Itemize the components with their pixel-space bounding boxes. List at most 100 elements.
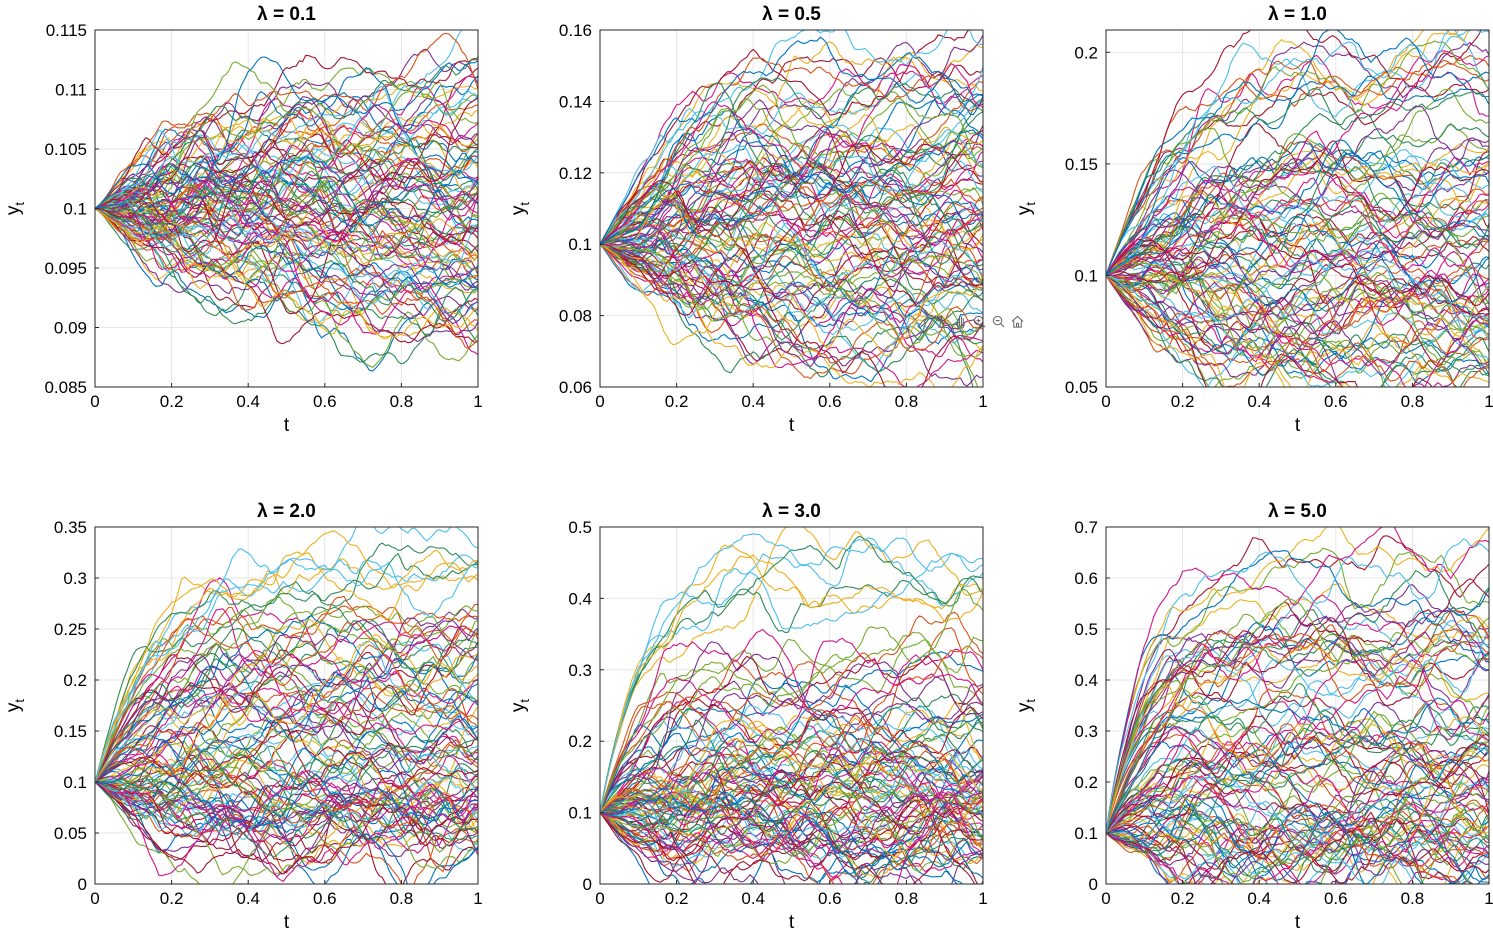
- series-line-46: [95, 652, 478, 783]
- series-line-79: [600, 750, 983, 814]
- series-line-97: [1106, 811, 1489, 884]
- axes-box: [599, 526, 984, 885]
- series-line-78: [600, 744, 983, 830]
- series-line-98: [95, 176, 478, 243]
- y-tick-label: 0.1: [63, 200, 87, 219]
- zoom-in-icon[interactable]: [970, 312, 988, 330]
- series-line-95: [1106, 248, 1489, 351]
- series-line-95: [600, 588, 983, 813]
- series-line-61: [1106, 617, 1489, 834]
- series-line-59: [1106, 179, 1489, 305]
- y-tick-label: 0.1: [1074, 266, 1098, 285]
- y-axis-label-sub: t: [517, 699, 532, 703]
- series-line-56: [1106, 742, 1489, 839]
- y-tick-label: 0.7: [1074, 518, 1098, 537]
- x-tick-label: 0.4: [236, 889, 260, 908]
- series-line-56: [95, 690, 478, 783]
- subplot-2: 0 0.2 0.4 0.6 0.8 1 0.06 0.08 0.1 0.12 0.14 0.16 λ =…: [508, 4, 988, 436]
- series-line-48: [95, 551, 478, 783]
- series-line-55: [95, 714, 478, 797]
- series-line-52: [1106, 817, 1489, 884]
- series-line-96: [600, 222, 983, 288]
- series-line-77: [600, 98, 983, 245]
- series-line-98: [600, 790, 983, 860]
- series-line-48: [600, 554, 983, 813]
- series-line-93: [95, 633, 478, 783]
- y-axis-label: yt: [1014, 202, 1038, 216]
- y-axis-label: yt: [3, 202, 27, 216]
- series-line-66: [95, 736, 478, 794]
- y-axis-label-sub: t: [1023, 699, 1038, 703]
- series-line-37: [95, 91, 478, 209]
- series-line-88: [1106, 160, 1489, 284]
- series-line-100: [1106, 139, 1489, 276]
- series-line-91: [1106, 698, 1489, 834]
- series-line-36: [1106, 810, 1489, 878]
- brush-icon[interactable]: [913, 312, 931, 330]
- series-line-87: [1106, 745, 1489, 849]
- series-line-93: [1106, 275, 1489, 387]
- axes-toolbar[interactable]: [913, 311, 1026, 331]
- series-line-98: [1106, 819, 1489, 884]
- series-line-27: [600, 243, 974, 387]
- x-tick-label: 1: [978, 392, 987, 411]
- series-line-83: [1106, 823, 1489, 873]
- series-line-90: [1106, 88, 1489, 276]
- series-line-32: [95, 168, 478, 242]
- x-tick-label: 0.2: [1171, 392, 1195, 411]
- y-axis-label-main: y: [1014, 702, 1035, 712]
- series-line-39: [1106, 30, 1489, 276]
- series-line-43: [1106, 263, 1489, 368]
- x-tick-label: 0.2: [160, 392, 184, 411]
- series-group: [600, 30, 983, 387]
- y-axis-label: yt: [1014, 699, 1038, 713]
- y-tick-label: 0.095: [44, 259, 87, 278]
- series-line-92: [95, 644, 478, 789]
- series-line-75: [1106, 150, 1489, 276]
- series-line-12: [600, 527, 983, 813]
- series-line-76: [1106, 105, 1489, 276]
- x-tick-label: 1: [473, 889, 482, 908]
- x-tick-label: 0: [595, 889, 604, 908]
- series-line-94: [95, 619, 478, 783]
- zoom-out-icon[interactable]: [989, 312, 1007, 330]
- series-line-1: [1106, 275, 1489, 384]
- series-line-16: [600, 785, 983, 851]
- datatip-icon[interactable]: [932, 312, 950, 330]
- series-line-78: [600, 30, 983, 245]
- series-line-81: [95, 627, 478, 783]
- series-line-89: [95, 770, 478, 877]
- series-line-94: [600, 641, 983, 813]
- x-tick-label: 0: [1101, 889, 1110, 908]
- home-icon[interactable]: [1008, 312, 1026, 330]
- series-line-99: [1106, 163, 1489, 276]
- series-line-86: [95, 781, 478, 877]
- x-tick-label: 0.8: [1401, 392, 1425, 411]
- series-line-69: [1106, 780, 1489, 880]
- series-line-65: [95, 743, 478, 815]
- series-line-74: [1106, 183, 1489, 276]
- series-line-71: [95, 165, 478, 273]
- series-line-66: [1106, 825, 1489, 884]
- series-line-85: [600, 186, 983, 253]
- y-tick-label: 0.15: [1065, 155, 1098, 174]
- series-line-70: [1106, 761, 1489, 842]
- series-line-92: [95, 208, 478, 350]
- series-line-90: [600, 749, 983, 824]
- series-line-60: [1106, 181, 1489, 276]
- series-line-64: [95, 67, 478, 209]
- series-line-96: [95, 200, 478, 306]
- series-line-68: [600, 243, 983, 349]
- pan-icon[interactable]: [951, 312, 969, 330]
- y-tick-label: 0.11: [55, 81, 87, 100]
- y-tick-label: 0.05: [1065, 378, 1098, 397]
- series-line-82: [95, 615, 478, 783]
- series-line-63: [95, 781, 478, 841]
- series-line-96: [95, 548, 478, 783]
- y-tick-label: 0.5: [568, 518, 592, 537]
- series-line-42: [1106, 675, 1489, 834]
- x-tick-label: 0.2: [1171, 889, 1195, 908]
- series-line-93: [1106, 616, 1489, 834]
- y-tick-label: 0.14: [559, 92, 592, 111]
- x-axis-label: t: [1295, 912, 1301, 933]
